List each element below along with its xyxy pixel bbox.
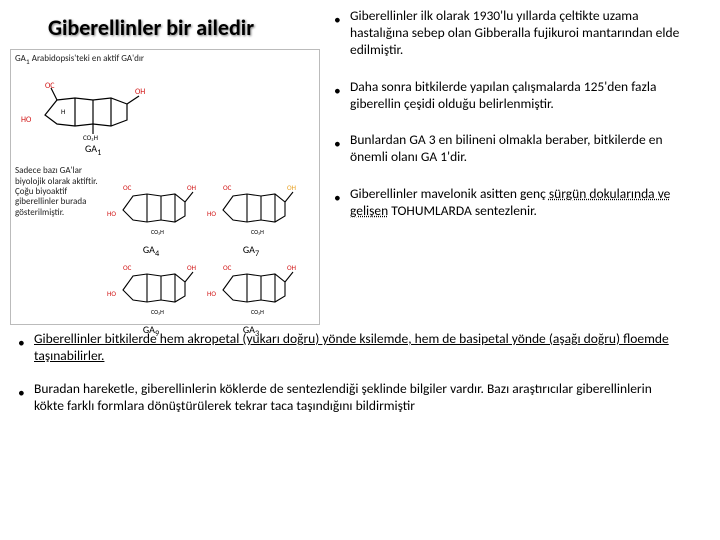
bullet-2: • Daha sonra bitkilerde yapılan çalışmal… [334, 79, 696, 113]
svg-text:HO: HO [107, 289, 116, 298]
svg-text:OC: OC [45, 81, 55, 91]
mol-label-ga9: GA9 [105, 324, 197, 339]
svg-text:CO₂H: CO₂H [251, 308, 264, 316]
svg-text:HO: HO [21, 115, 32, 125]
svg-text:CO₂H: CO₂H [151, 228, 164, 236]
svg-text:OC: OC [123, 263, 132, 272]
svg-text:H: H [61, 107, 65, 116]
bullet-1: • Giberellinler ilk olarak 1930'lu yılla… [334, 8, 696, 59]
molecule-ga3: HO OC OH CO₂H GA3 [205, 242, 297, 320]
svg-text:HO: HO [207, 209, 216, 218]
svg-text:HO: HO [207, 289, 216, 298]
bullet-dot-icon: • [18, 331, 24, 365]
bullet-4: • Giberellinler mavelonik asitten genç s… [334, 186, 696, 220]
svg-text:CO₂H: CO₂H [83, 133, 98, 142]
mol-label-ga1: GA1 [15, 143, 315, 158]
molecule-figure: GA1 Arabidopsis'teki en aktif GA'dır [10, 49, 320, 325]
molecule-ga1: HO OC OH CO₂H H [15, 70, 165, 142]
svg-text:OH: OH [187, 263, 196, 272]
bottom-bullet-2: • Buradan hareketle, giberellinlerin kök… [18, 381, 684, 415]
bullet-3: • Bunlardan GA 3 en bilineni olmakla ber… [334, 132, 696, 166]
bullet-dot-icon: • [18, 381, 24, 415]
bullet-text: Daha sonra bitkilerde yapılan çalışmalar… [350, 79, 696, 113]
svg-text:OH: OH [187, 183, 196, 192]
molecule-ga9: HO OC OH CO₂H GA9 [105, 242, 197, 320]
molecule-ga4: HO OC OH CO₂H GA4 [105, 162, 197, 240]
mol-label-ga3: GA3 [205, 324, 297, 339]
svg-text:OH: OH [287, 263, 296, 272]
svg-text:CO₂H: CO₂H [251, 228, 264, 236]
bullet-text: Giberellinler mavelonik asitten genç sür… [350, 186, 696, 220]
slide: Giberellinler bir ailedir GA1 Arabidopsi… [0, 0, 720, 540]
svg-text:HO: HO [107, 209, 116, 218]
svg-text:OC: OC [223, 183, 232, 192]
figure-caption: GA1 Arabidopsis'teki en aktif GA'dır [15, 54, 315, 67]
bullet-text: Buradan hareketle, giberellinlerin kökle… [34, 381, 684, 415]
bullet-dot-icon: • [334, 79, 340, 113]
left-column: Giberellinler bir ailedir GA1 Arabidopsi… [10, 8, 320, 325]
top-row: Giberellinler bir ailedir GA1 Arabidopsi… [10, 8, 696, 325]
svg-text:OC: OC [123, 183, 132, 192]
svg-text:OH: OH [287, 183, 296, 192]
svg-text:CO₂H: CO₂H [151, 308, 164, 316]
bullet-dot-icon: • [334, 186, 340, 220]
bullet-dot-icon: • [334, 8, 340, 59]
bullet-text: Giberellinler ilk olarak 1930'lu yıllard… [350, 8, 696, 59]
slide-title: Giberellinler bir ailedir [10, 8, 320, 43]
svg-text:OC: OC [223, 263, 232, 272]
molecule-ga7: HO OC OH CO₂H GA7 [205, 162, 297, 240]
figure-side-text: Sadece bazı GA'lar biyolojik olarak akti… [15, 162, 99, 320]
right-column: • Giberellinler ilk olarak 1930'lu yılla… [328, 8, 696, 325]
bullet-text: Bunlardan GA 3 en bilineni olmakla berab… [350, 132, 696, 166]
bullet-dot-icon: • [334, 132, 340, 166]
svg-text:OH: OH [135, 87, 145, 97]
mol-row-2: Sadece bazı GA'lar biyolojik olarak akti… [15, 162, 315, 320]
